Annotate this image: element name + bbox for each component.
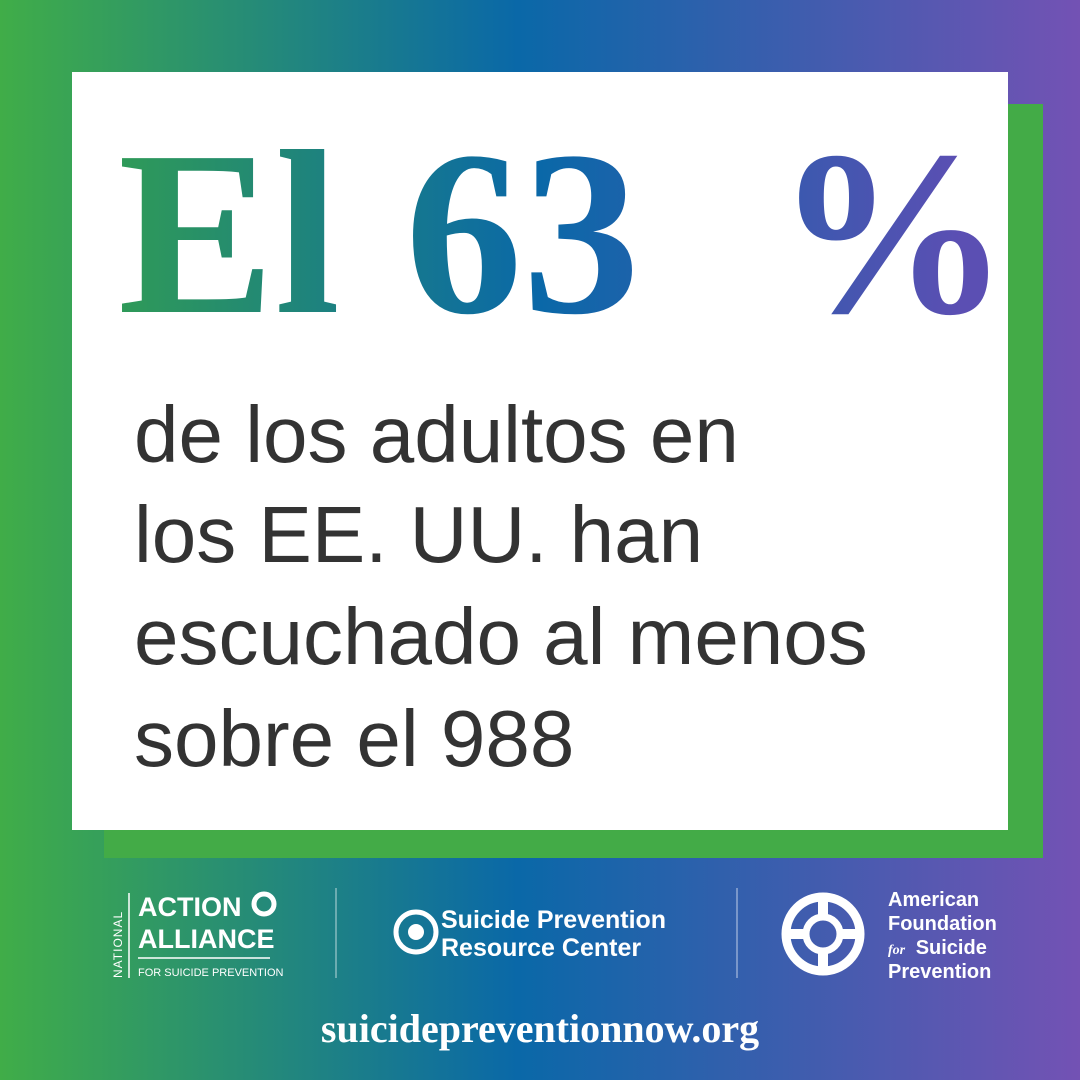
logo-text: American xyxy=(888,889,979,911)
logo-text: Resource Center xyxy=(441,934,641,962)
logo-text: Suicide Prevention xyxy=(441,906,666,934)
logo-afsp: American Foundation for Suicide Preventi… xyxy=(781,889,997,983)
logo-action-alliance: NATIONAL ACTION ALLIANCE FOR SUICIDE PRE… xyxy=(111,891,284,979)
logo-icon xyxy=(251,891,277,917)
body-line: sobre el 988 xyxy=(134,694,574,783)
headline-percent: % xyxy=(775,103,1010,363)
card xyxy=(72,72,1008,830)
body-line: escuchado al menos xyxy=(134,592,868,681)
logo-icon xyxy=(784,895,862,973)
logo-text: ACTION xyxy=(138,892,242,922)
logo-icon xyxy=(408,924,424,940)
body-line: los EE. UU. han xyxy=(134,490,703,579)
logo-text: Foundation xyxy=(888,913,997,935)
logo-text: FOR SUICIDE PREVENTION xyxy=(138,967,284,979)
logo-text: ALLIANCE xyxy=(138,924,275,954)
logo-text: for xyxy=(888,943,906,958)
headline: El 63 % xyxy=(118,103,1010,363)
headline-word: El xyxy=(118,103,340,363)
logo-icon xyxy=(393,909,439,955)
logo-text: for Suicide xyxy=(888,937,987,959)
headline-number: 63 xyxy=(405,103,640,363)
body-line: de los adultos en xyxy=(134,390,739,479)
logo-text: NATIONAL xyxy=(111,911,125,978)
body: de los adultos en los EE. UU. han escuch… xyxy=(134,390,868,783)
logo-text: Suicide xyxy=(916,937,987,959)
footer-url[interactable]: suicidepreventionnow.org xyxy=(321,1006,759,1051)
logo-text: Prevention xyxy=(888,961,991,983)
logo-sprc: Suicide Prevention Resource Center xyxy=(393,906,666,962)
